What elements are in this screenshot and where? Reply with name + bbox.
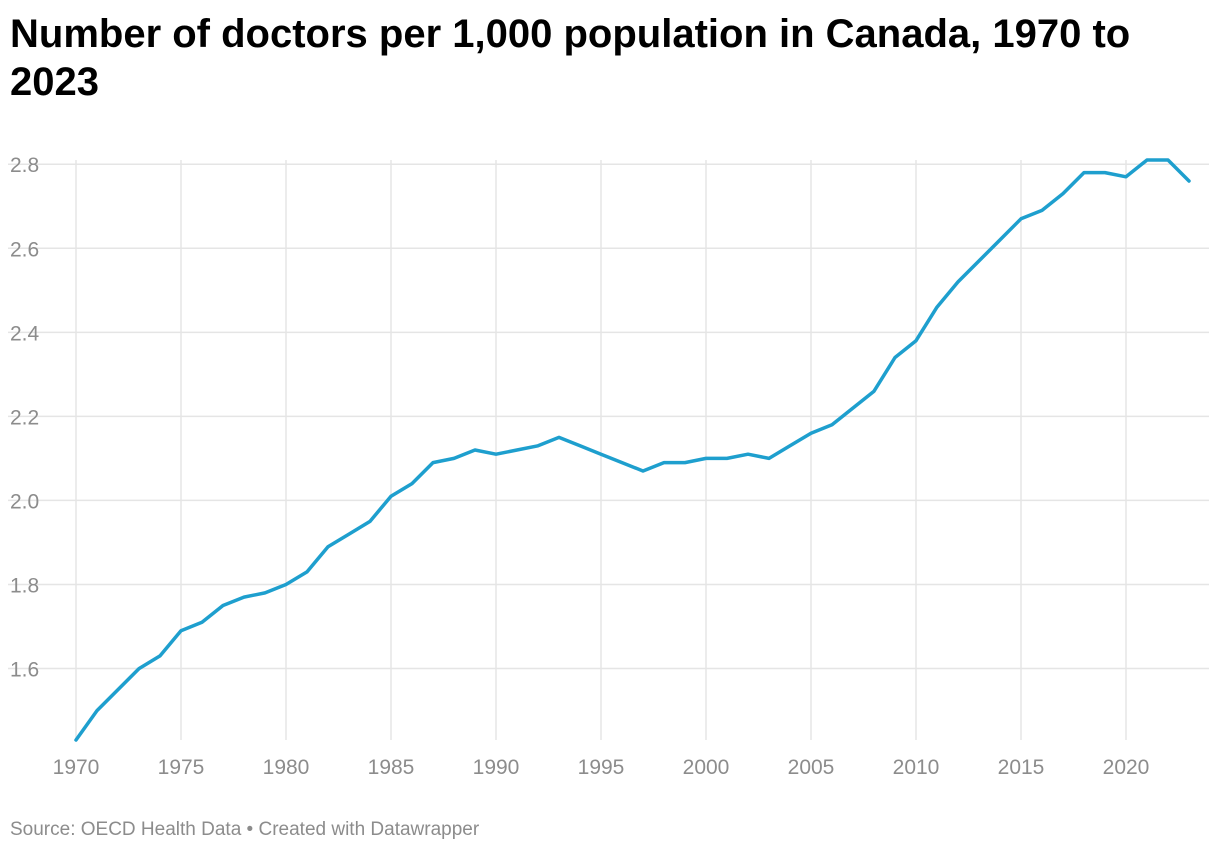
series-line	[74, 158, 1191, 742]
x-tick-label-2010: 2010	[893, 756, 940, 779]
datawrapper-credit: Created with Datawrapper	[258, 819, 480, 840]
x-tick-label-1970: 1970	[53, 756, 100, 779]
chart-title: Number of doctors per 1,000 population i…	[10, 12, 1131, 104]
line-chart: 1.61.82.02.22.42.62.8 1970 1975 1980 1985 19…	[8, 154, 1209, 779]
x-tick-label-1975: 1975	[158, 756, 205, 779]
x-tick-label-2005: 2005	[788, 756, 835, 779]
x-tick-label-1985: 1985	[368, 756, 415, 779]
x-tick-label-1980: 1980	[263, 756, 310, 779]
x-tick-label-1990: 1990	[473, 756, 520, 779]
y-tick-label-1.8: 1.8	[10, 574, 39, 597]
x-tick-label-2015: 2015	[998, 756, 1045, 779]
y-tick-label-2.0: 2.0	[10, 490, 39, 513]
footer-separator: •	[246, 819, 254, 840]
y-tick-label-1.6: 1.6	[10, 659, 39, 682]
x-tick-label-2020: 2020	[1103, 756, 1150, 779]
y-gridlines	[8, 163, 1209, 670]
y-tick-label-2.6: 2.6	[10, 238, 39, 261]
source-note: Source: OECD Health Data	[10, 819, 242, 840]
x-tick-label-1995: 1995	[578, 756, 625, 779]
chart-footer: Source: OECD Health Data • Created with …	[10, 819, 479, 841]
x-tick-label-2000: 2000	[683, 756, 730, 779]
y-tick-label-2.8: 2.8	[10, 154, 39, 177]
y-tick-label-2.2: 2.2	[10, 406, 39, 429]
x-axis-labels: 1970 1975 1980 1985 1990 1995 2000 2005 2010 2015…	[53, 756, 1150, 779]
x-gridlines	[75, 160, 1127, 740]
y-tick-label-2.4: 2.4	[10, 322, 40, 345]
y-axis-labels: 1.6 1.8 2.0 2.2 2.4 2.6 2.8	[10, 154, 40, 681]
